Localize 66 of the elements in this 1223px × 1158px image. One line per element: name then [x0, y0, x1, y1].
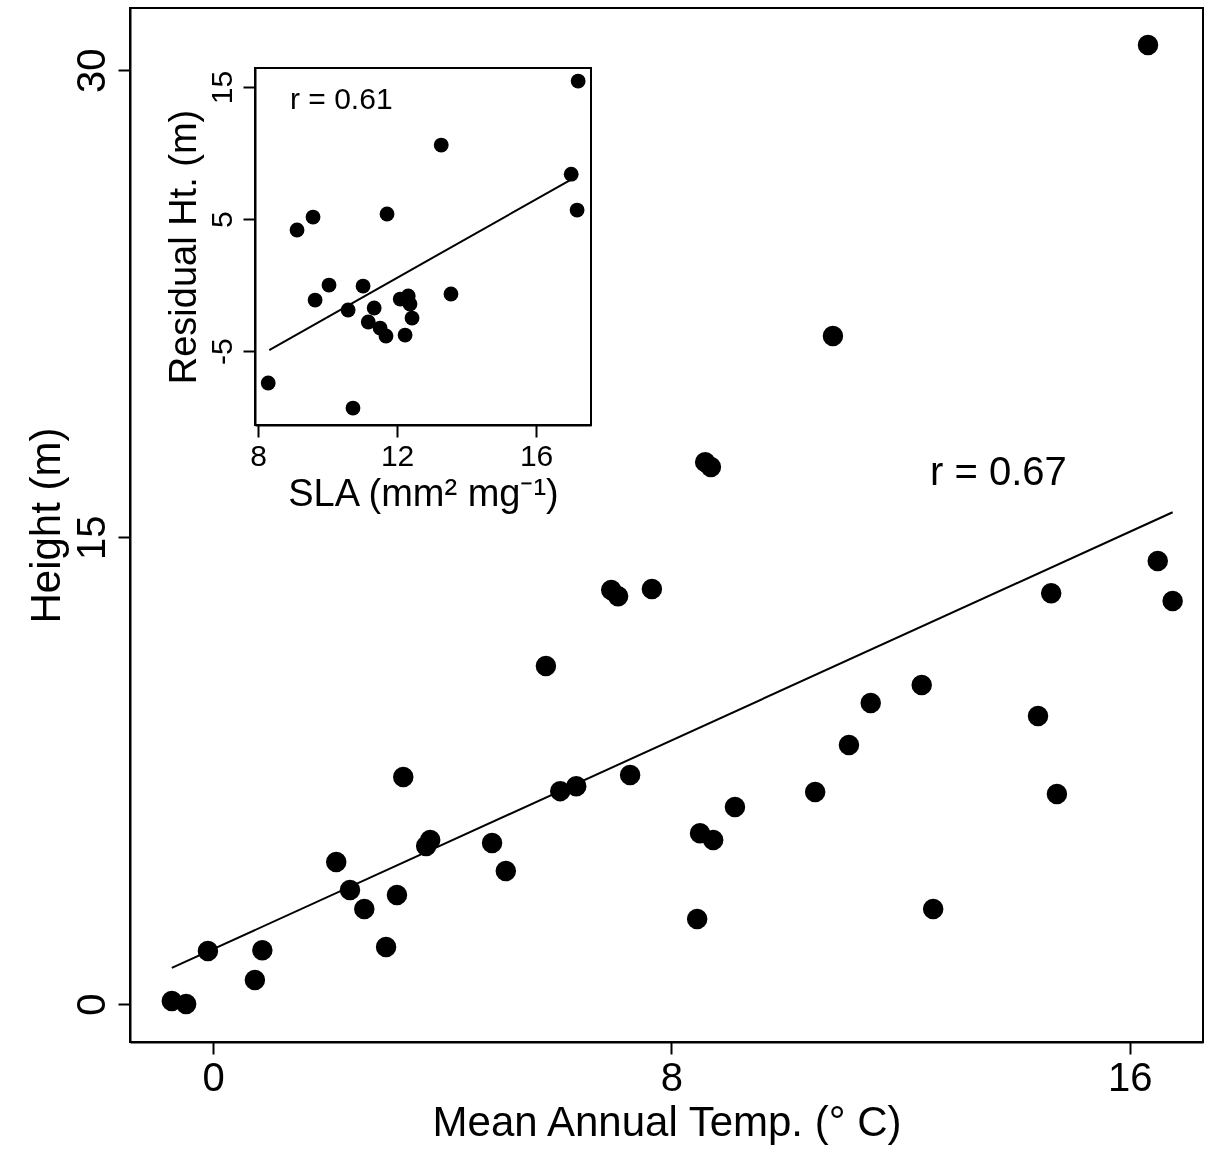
- point: [360, 314, 376, 330]
- y-axis-title: Height (m): [21, 427, 69, 624]
- point: [252, 939, 273, 961]
- point: [481, 832, 503, 854]
- y-tick-label: 30: [68, 48, 113, 93]
- point: [307, 292, 323, 308]
- point: [397, 327, 413, 343]
- annotation: r = 0.67: [930, 449, 1067, 493]
- point: [641, 578, 663, 600]
- x-tick-label: 16: [1107, 1054, 1153, 1099]
- point: [355, 278, 371, 294]
- y-axis-title: Residual Ht. (m): [161, 109, 204, 385]
- point: [289, 222, 305, 238]
- point: [375, 936, 397, 958]
- point: [1147, 550, 1168, 572]
- point: [386, 884, 408, 906]
- point: [366, 300, 382, 316]
- point: [1046, 783, 1068, 805]
- y-tick-label: 15: [204, 70, 238, 105]
- point: [378, 328, 394, 344]
- x-tick-label: 12: [380, 438, 415, 472]
- point: [402, 296, 418, 312]
- point: [433, 137, 449, 153]
- point: [321, 277, 337, 293]
- point: [911, 674, 932, 696]
- point: [607, 586, 629, 607]
- x-axis-title: SLA (mm² mg⁻¹): [288, 471, 559, 514]
- point: [393, 766, 414, 788]
- point: [354, 898, 375, 920]
- point: [702, 829, 724, 851]
- point: [404, 310, 420, 326]
- point: [804, 781, 826, 803]
- point: [700, 456, 722, 478]
- point: [822, 325, 844, 347]
- point: [244, 969, 266, 991]
- point: [305, 209, 321, 225]
- point: [619, 764, 641, 786]
- point: [563, 166, 579, 182]
- point: [860, 692, 881, 714]
- point: [724, 796, 746, 818]
- point: [1137, 34, 1159, 56]
- x-tick-label: 8: [250, 438, 267, 472]
- point: [922, 898, 944, 920]
- point: [1040, 582, 1062, 604]
- point: [379, 206, 395, 222]
- point: [569, 202, 585, 218]
- point: [443, 286, 459, 302]
- point: [535, 655, 557, 677]
- x-tick-label: 16: [519, 438, 554, 472]
- point: [838, 734, 860, 756]
- annotation: r = 0.61: [290, 82, 393, 115]
- y-tick-label: -5: [204, 338, 238, 365]
- x-axis-title: Mean Annual Temp. (° C): [432, 1097, 902, 1145]
- y-tick-label: 0: [68, 993, 113, 1016]
- point: [175, 993, 197, 1015]
- point: [325, 851, 347, 873]
- y-tick-label: 15: [68, 515, 113, 560]
- x-tick-label: 8: [660, 1054, 683, 1099]
- point: [1162, 590, 1183, 612]
- point: [570, 73, 586, 89]
- y-tick-label: 5: [204, 211, 238, 228]
- point: [686, 908, 708, 930]
- point: [260, 375, 276, 391]
- point: [495, 860, 517, 882]
- point: [1027, 705, 1049, 727]
- point: [345, 400, 361, 416]
